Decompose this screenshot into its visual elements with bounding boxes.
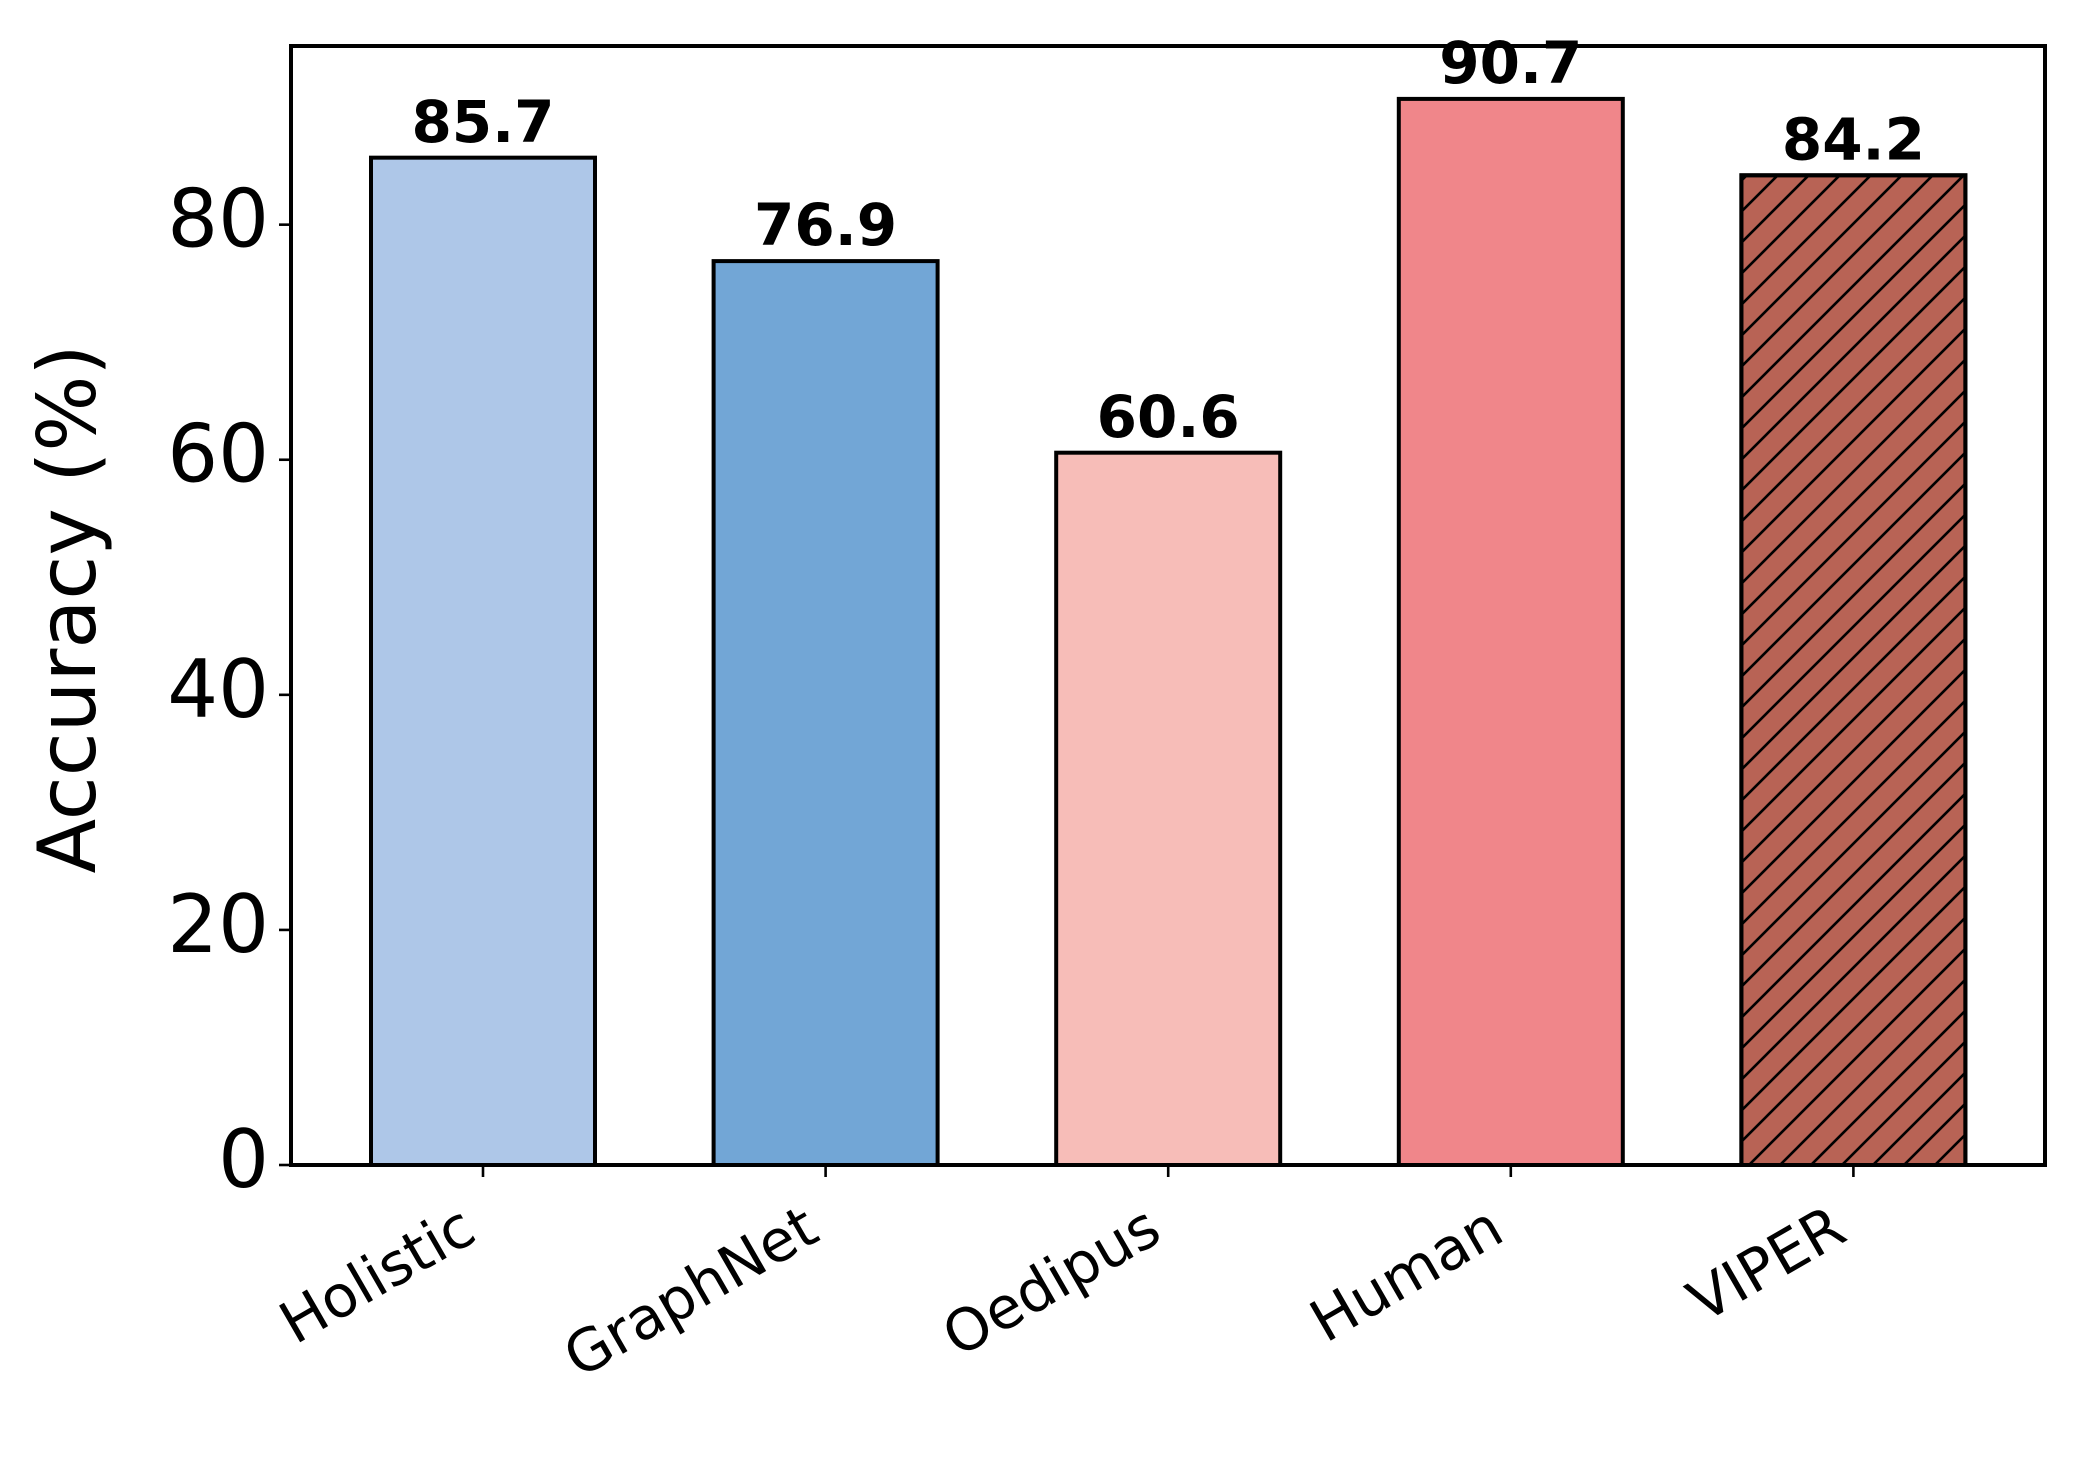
value-label: 60.6 <box>1097 383 1240 451</box>
value-label: 90.7 <box>1439 29 1582 97</box>
y-tick-label: 40 <box>167 643 269 736</box>
x-tick-label: VIPER <box>1676 1192 1856 1335</box>
y-tick-label: 80 <box>167 173 269 266</box>
y-tick-label: 20 <box>167 878 269 971</box>
y-tick-label: 60 <box>167 408 269 501</box>
y-axis-label: Accuracy (%) <box>21 344 114 873</box>
value-label: 76.9 <box>754 191 897 259</box>
x-tick-label: Human <box>1299 1192 1514 1355</box>
bar <box>1396 96 1625 1167</box>
bar <box>1054 450 1283 1167</box>
y-tick-label: 0 <box>218 1113 269 1206</box>
bar <box>711 259 940 1168</box>
x-tick-label: GraphNet <box>552 1192 828 1391</box>
bar-hatch <box>1739 173 1968 1168</box>
x-tick-label: Oedipus <box>931 1192 1171 1370</box>
bar <box>369 155 597 1167</box>
value-label: 84.2 <box>1782 105 1925 173</box>
plot-frame <box>289 44 2047 1167</box>
x-tick-label: Holistic <box>268 1192 486 1357</box>
value-label: 85.7 <box>411 88 554 156</box>
